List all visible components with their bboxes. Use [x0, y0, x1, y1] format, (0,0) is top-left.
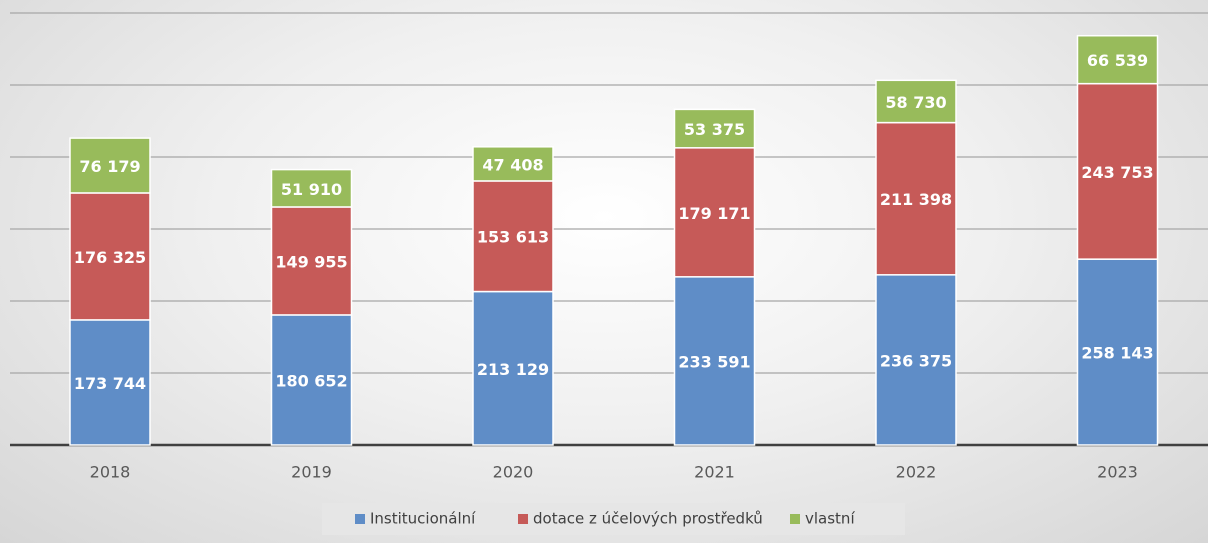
- bar-segment: [673, 147, 756, 278]
- bar-segment: [875, 79, 957, 124]
- value-label: 153 613: [477, 228, 549, 247]
- legend-label: dotace z účelových prostředků: [533, 510, 763, 528]
- legend-swatch: [518, 514, 528, 524]
- x-tick-label: 2023: [1097, 463, 1138, 482]
- x-tick-label: 2022: [896, 463, 937, 482]
- value-label: 179 171: [678, 204, 750, 223]
- value-label: 149 955: [275, 252, 347, 271]
- bar-segment: [875, 274, 957, 446]
- value-label: 258 143: [1081, 344, 1153, 363]
- bar-segment: [270, 314, 353, 446]
- value-label: 66 539: [1087, 51, 1148, 70]
- bar-segment: [69, 192, 151, 321]
- bar-segment: [1076, 34, 1159, 85]
- bar-segment: [472, 180, 554, 293]
- bar-segment: [270, 206, 353, 316]
- value-label: 176 325: [74, 248, 146, 267]
- bar-segment: [1076, 258, 1159, 446]
- legend-swatch: [355, 514, 365, 524]
- x-tick-label: 2021: [694, 463, 735, 482]
- value-label: 236 375: [880, 351, 952, 370]
- bar-segment: [673, 108, 756, 149]
- value-label: 173 744: [74, 374, 146, 393]
- value-label: 233 591: [678, 352, 750, 371]
- value-label: 58 730: [885, 93, 946, 112]
- legend-label: vlastní: [805, 510, 855, 528]
- legend-swatch: [790, 514, 800, 524]
- bar-segment: [472, 290, 554, 446]
- bar-segment: [673, 276, 756, 446]
- value-label: 53 375: [684, 120, 745, 139]
- value-label: 180 652: [275, 371, 347, 390]
- legend-box: [322, 503, 905, 535]
- value-label: 213 129: [477, 360, 549, 379]
- value-label: 47 408: [482, 155, 543, 174]
- bar-segment: [270, 168, 353, 208]
- value-label: 243 753: [1081, 163, 1153, 182]
- value-label: 76 179: [79, 157, 140, 176]
- value-label: 211 398: [880, 190, 952, 209]
- bar-segment: [472, 146, 554, 182]
- bar-segment: [1076, 82, 1159, 260]
- x-tick-label: 2020: [493, 463, 534, 482]
- legend-label: Institucionální: [370, 510, 476, 528]
- x-tick-label: 2019: [291, 463, 332, 482]
- value-label: 51 910: [281, 180, 342, 199]
- x-tick-label: 2018: [90, 463, 131, 482]
- bar-segment: [69, 137, 151, 194]
